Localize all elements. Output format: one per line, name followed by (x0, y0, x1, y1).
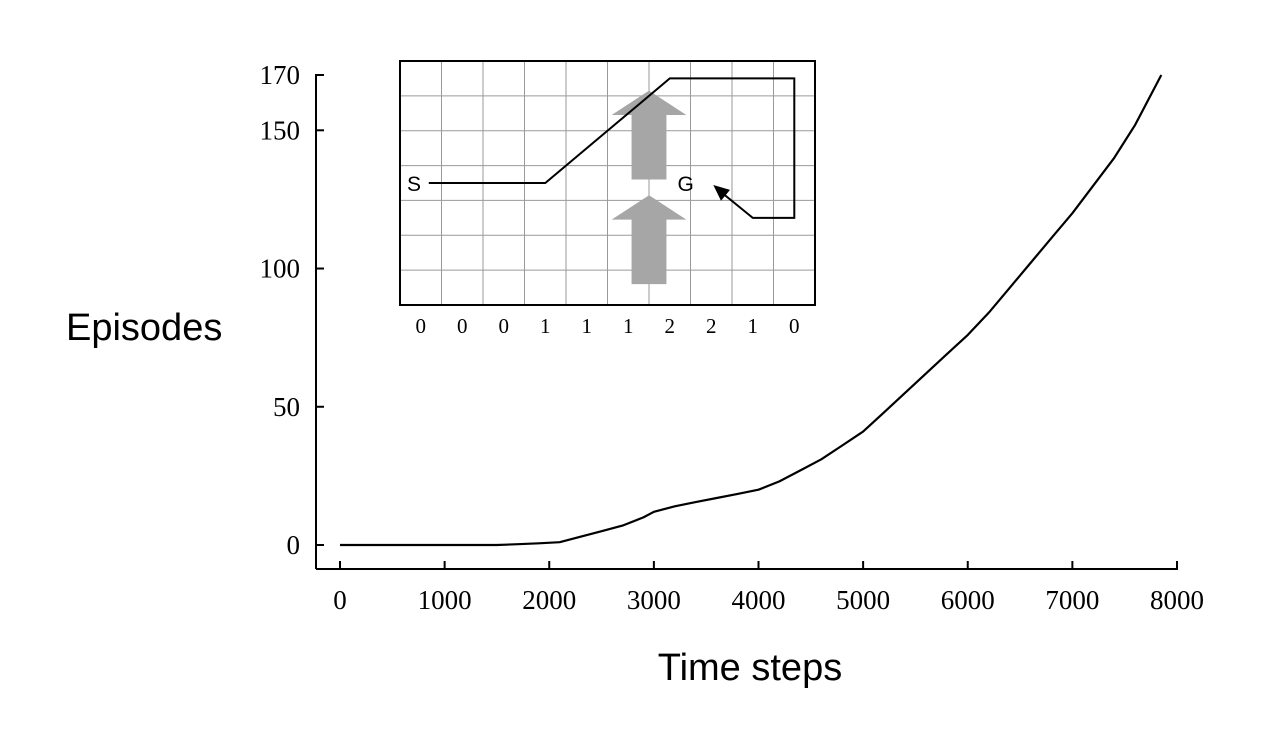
gridworld-inset: S G 0 0 0 1 1 1 2 2 1 0 (399, 60, 816, 338)
main-series (340, 74, 1163, 547)
x-tick-label: 1000 (418, 585, 472, 615)
y-tick-label: 100 (260, 254, 301, 284)
y-tick-label: 50 (273, 392, 300, 422)
inset-column-label: 0 (416, 314, 427, 338)
x-axis-label: Time steps (658, 647, 842, 689)
x-tick-label: 4000 (732, 585, 786, 615)
inset-column-label: 2 (665, 314, 676, 338)
y-tick-label: 0 (287, 530, 301, 560)
y-tick-label: 150 (260, 115, 301, 145)
x-tick-label: 8000 (1150, 585, 1204, 615)
y-tick-label: 170 (260, 60, 301, 90)
inset-column-label: 1 (748, 314, 759, 338)
inset-column-label: 1 (623, 314, 634, 338)
x-tick-label: 5000 (836, 585, 890, 615)
wind-arrow-icon (611, 195, 687, 285)
start-label: S (407, 173, 421, 196)
inset-column-label: 1 (582, 314, 593, 338)
inset-column-label: 0 (457, 314, 468, 338)
inset-column-label: 0 (499, 314, 510, 338)
inset-border (399, 60, 816, 306)
x-tick-label: 6000 (941, 585, 995, 615)
x-tick-label: 3000 (627, 585, 681, 615)
x-tick-label: 7000 (1045, 585, 1099, 615)
trajectory-path (428, 77, 796, 219)
y-axis-label: Episodes (66, 307, 222, 349)
x-tick-label: 0 (333, 585, 347, 615)
x-tick-label: 2000 (522, 585, 576, 615)
episodes-line (340, 74, 1163, 547)
inset-column-label: 1 (540, 314, 551, 338)
goal-arrowhead-icon (713, 185, 730, 201)
inset-column-label: 0 (789, 314, 800, 338)
goal-label: G (678, 173, 694, 196)
inset-column-label: 2 (706, 314, 717, 338)
